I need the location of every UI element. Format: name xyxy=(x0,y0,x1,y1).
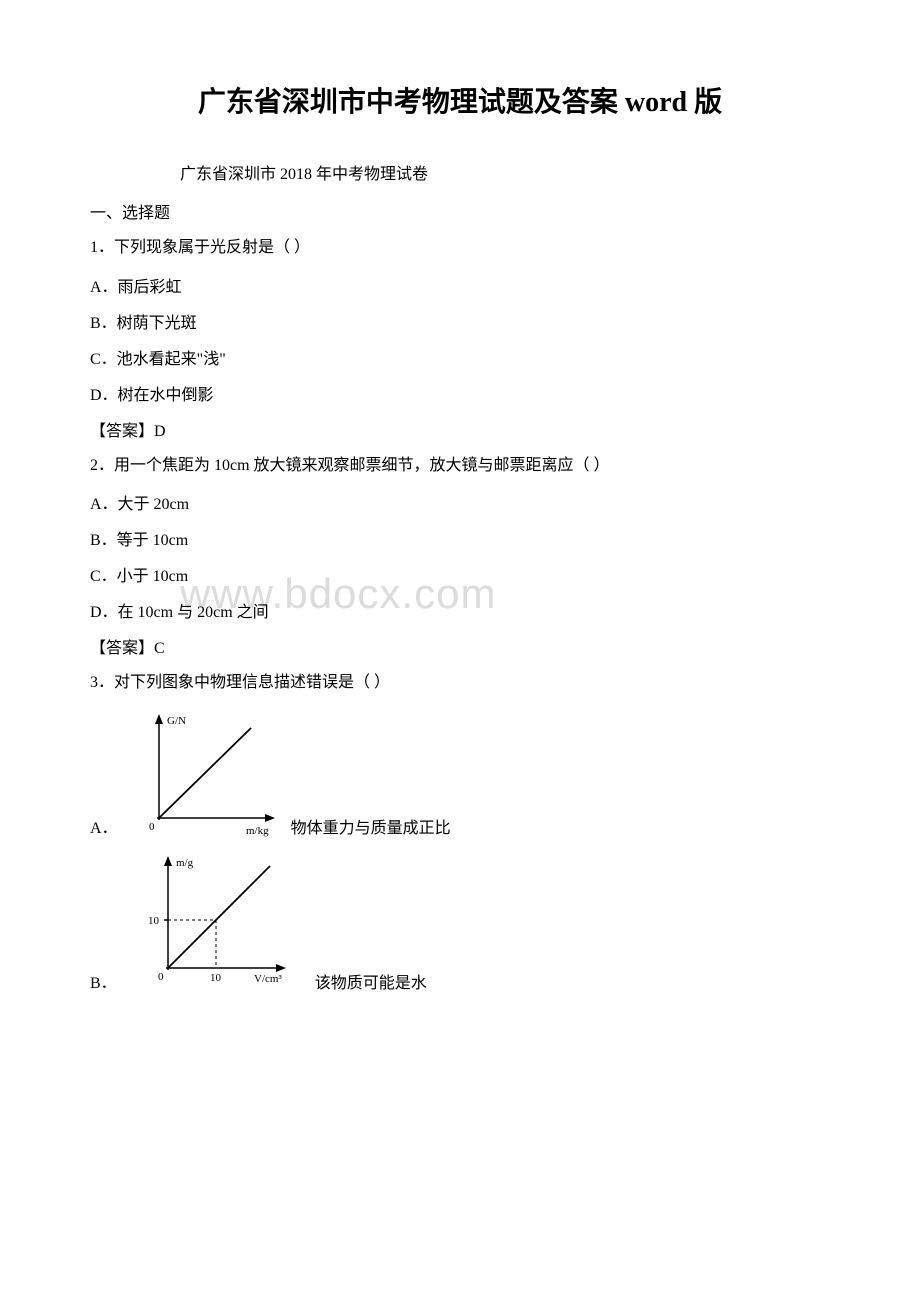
chart-b-y-label: m/g xyxy=(176,857,194,869)
q3-option-a-caption: 物体重力与质量成正比 xyxy=(291,814,451,838)
q2-option-c: C．小于 10cm xyxy=(90,562,830,586)
chart-a-x-label: m/kg xyxy=(246,825,269,837)
chart-a-origin: 0 xyxy=(149,821,155,833)
chart-b-y-tick: 10 xyxy=(148,915,160,927)
q3-option-b-label: B． xyxy=(90,969,117,993)
q2-option-b: B．等于 10cm xyxy=(90,526,830,550)
section-heading: 一、选择题 xyxy=(90,199,830,223)
chart-a-y-label: G/N xyxy=(167,715,186,727)
chart-b-x-label: V/cm³ xyxy=(254,973,282,985)
q3-option-a-label: A． xyxy=(90,814,118,838)
document-title: 广东省深圳市中考物理试题及答案 word 版 xyxy=(90,80,830,120)
chart-b-origin: 0 xyxy=(158,971,164,983)
q3-stem: 3．对下列图象中物理信息描述错误是（ ） xyxy=(90,670,830,696)
q1-option-d: D．树在水中倒影 xyxy=(90,381,830,405)
document-content: 广东省深圳市中考物理试题及答案 word 版 广东省深圳市 2018 年中考物理… xyxy=(90,80,830,993)
q2-option-a: A．大于 20cm xyxy=(90,490,830,514)
q3-option-b-row: B． m/g 10 0 10 V/cm³ 该物质可能是水 xyxy=(90,848,830,993)
q3-option-b-caption: 该物质可能是水 xyxy=(315,969,427,993)
chart-b: m/g 10 0 10 V/cm³ xyxy=(130,848,310,993)
q2-option-d: D．在 10cm 与 20cm 之间 xyxy=(90,598,830,622)
q1-option-a: A．雨后彩虹 xyxy=(90,273,830,297)
q1-answer: 【答案】D xyxy=(90,417,830,441)
document-subtitle: 广东省深圳市 2018 年中考物理试卷 xyxy=(90,160,830,184)
chart-b-x-tick: 10 xyxy=(210,972,222,984)
q2-answer: 【答案】C xyxy=(90,634,830,658)
q1-option-b: B．树荫下光斑 xyxy=(90,309,830,333)
q1-option-c: C．池水看起来"浅" xyxy=(90,345,830,369)
q2-stem: 2．用一个焦距为 10cm 放大镜来观察邮票细节，放大镜与邮票距离应（ ） xyxy=(90,453,830,479)
q1-stem: 1．下列现象属于光反射是（ ） xyxy=(90,235,830,261)
q3-option-a-row: A． G/N 0 m/kg 物体重力与质量成正比 xyxy=(90,708,830,838)
chart-a: G/N 0 m/kg xyxy=(131,708,286,838)
